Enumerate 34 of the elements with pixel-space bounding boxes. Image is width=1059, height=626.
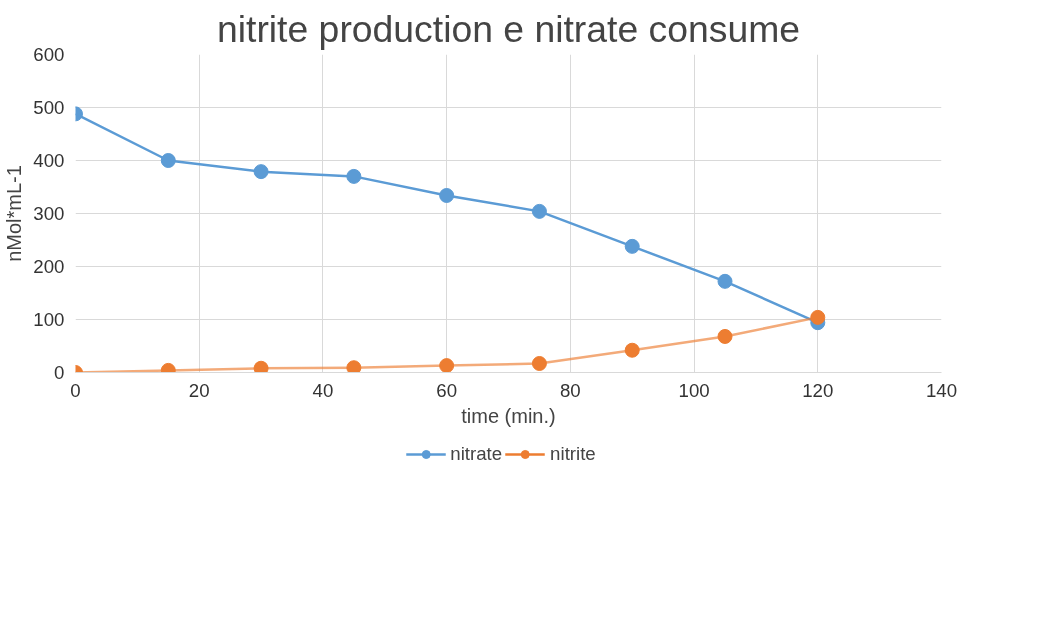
point	[346, 168, 362, 184]
y-axis-title: nMol*mL-1	[3, 165, 26, 262]
chart-title: nitrite production e nitrate consume	[216, 7, 801, 50]
x-tick-label: 120	[802, 379, 834, 401]
y-tick-label: 100	[33, 309, 65, 330]
y-tick-label: 500	[33, 97, 65, 118]
point	[346, 360, 362, 373]
point	[624, 238, 640, 254]
x-tick-label: 60	[436, 379, 458, 401]
y-tick-label: 0	[54, 362, 65, 383]
point	[717, 328, 733, 344]
y-tick-label: 600	[33, 44, 65, 65]
legend-label: nitrate	[450, 443, 503, 465]
point	[624, 342, 640, 358]
point	[531, 203, 547, 219]
legend-label: nitrite	[550, 443, 596, 465]
x-tick-label: 100	[678, 379, 710, 401]
y-tick-label: 300	[33, 203, 65, 224]
x-tick-label: 140	[925, 379, 958, 401]
y-tick-label: 200	[33, 256, 65, 277]
x-tick-label: 20	[188, 379, 210, 401]
x-tick-label: 40	[312, 379, 334, 401]
point	[253, 360, 269, 373]
point	[810, 309, 826, 325]
x-tick-label: 0	[70, 379, 81, 401]
point	[160, 153, 176, 168]
x-axis-title: time (min.)	[461, 404, 556, 427]
x-tick-label: 80	[559, 379, 581, 401]
point	[531, 356, 547, 371]
point	[439, 358, 455, 373]
y-tick-label: 400	[33, 150, 65, 171]
point	[439, 187, 455, 203]
point	[717, 273, 733, 289]
point	[253, 164, 269, 180]
